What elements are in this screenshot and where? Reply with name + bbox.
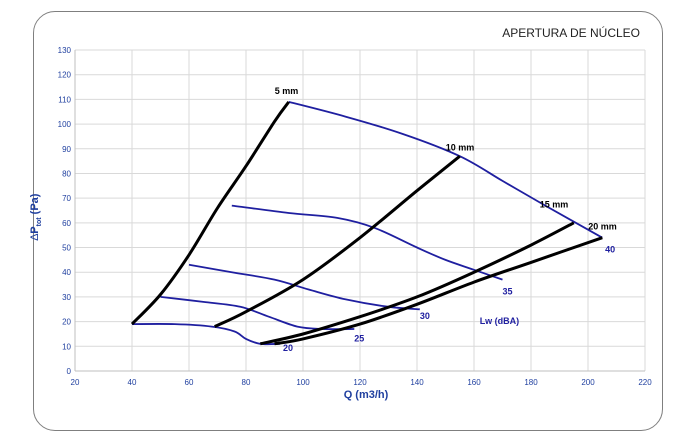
noise-label: 40 — [605, 244, 615, 254]
y-label-unit: (Pa) — [29, 193, 41, 217]
x-tick-label: 100 — [296, 378, 310, 387]
axes — [74, 50, 645, 372]
y-tick-label: 130 — [58, 46, 72, 55]
chart-svg: 20 40 60 80 100 120 140 160 180 200 220 0 10 20 30 40 50… — [29, 46, 653, 401]
chart-panel: APERTURA DE NÚCLEO 20 40 60 80 100 120 140 160 1… — [29, 11, 663, 431]
y-tick-label: 30 — [62, 293, 71, 302]
noise-label: 25 — [354, 333, 364, 343]
noise-curve-40 — [288, 101, 603, 239]
noise-label: 20 — [283, 343, 293, 353]
noise-curve-20 — [131, 323, 281, 346]
opening-curve-20mm — [274, 236, 603, 346]
opening-curve-15mm — [259, 221, 575, 346]
x-tick-label: 140 — [410, 378, 424, 387]
y-tick-label: 110 — [58, 95, 71, 104]
opening-label: 15 mm — [540, 200, 569, 210]
opening-label: 20 mm — [588, 222, 617, 232]
y-tick-label: 90 — [62, 145, 71, 154]
x-tick-label: 40 — [128, 378, 137, 387]
noise-label: Lw (dBA) — [480, 316, 520, 326]
curve-labels: 5 mm 10 mm 15 mm 20 mm 20 25 30 35 40 Lw (dBA) — [275, 86, 617, 353]
opening-curves — [130, 100, 603, 346]
opening-curve-5mm — [130, 100, 290, 326]
noise-curve-35 — [231, 204, 503, 281]
y-tick-label: 10 — [62, 342, 71, 351]
noise-curve-30 — [188, 263, 420, 311]
y-tick-label: 50 — [62, 244, 71, 253]
y-tick-label: 40 — [62, 268, 71, 277]
y-label-delta: ∆ — [29, 233, 41, 240]
y-axis-label: ∆Ptot (Pa) — [29, 193, 43, 240]
x-tick-label: 200 — [581, 378, 595, 387]
y-tick-label: 60 — [62, 219, 71, 228]
y-tick-label: 70 — [62, 194, 71, 203]
x-tick-label: 20 — [71, 378, 80, 387]
x-axis-label: Q (m3/h) — [344, 389, 389, 401]
noise-label: 35 — [503, 286, 513, 296]
chart-title: APERTURA DE NÚCLEO — [502, 26, 640, 40]
x-tick-label: 80 — [242, 378, 251, 387]
opening-curve-10mm — [214, 155, 461, 328]
x-tick-label: 220 — [638, 378, 652, 387]
y-tick-label: 0 — [67, 367, 72, 376]
grid-lines — [74, 49, 646, 372]
y-tick-label: 20 — [62, 318, 71, 327]
y-label-subscript: tot — [36, 217, 43, 227]
y-tick-label: 80 — [62, 169, 71, 178]
tick-labels: 20 40 60 80 100 120 140 160 180 200 220 0 10 20 30 40 50… — [58, 46, 653, 387]
y-label-symbol: P — [29, 226, 41, 233]
x-tick-label: 120 — [353, 378, 367, 387]
noise-label: 30 — [420, 311, 430, 321]
y-tick-label: 100 — [58, 120, 72, 129]
x-tick-label: 60 — [185, 378, 194, 387]
y-tick-label: 120 — [58, 71, 72, 80]
x-tick-label: 160 — [467, 378, 481, 387]
opening-label: 10 mm — [446, 143, 475, 153]
x-tick-label: 180 — [524, 378, 538, 387]
opening-label: 5 mm — [275, 86, 299, 96]
